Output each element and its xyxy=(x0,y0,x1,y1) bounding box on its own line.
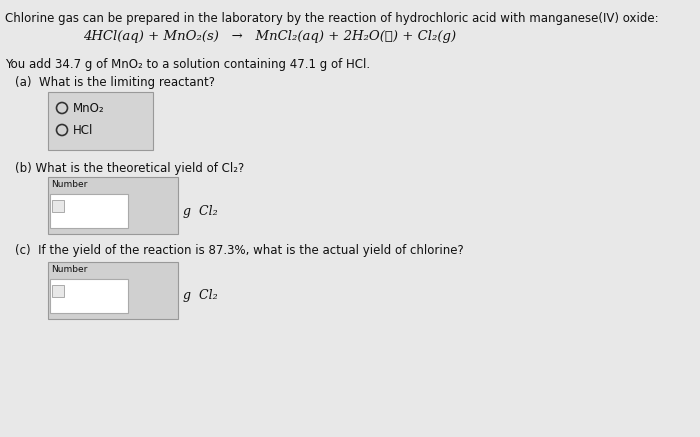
Text: (a)  What is the limiting reactant?: (a) What is the limiting reactant? xyxy=(15,76,215,89)
FancyBboxPatch shape xyxy=(48,262,178,319)
FancyBboxPatch shape xyxy=(52,285,64,297)
FancyBboxPatch shape xyxy=(52,200,64,212)
Text: HCl: HCl xyxy=(73,124,93,136)
Text: g  Cl₂: g Cl₂ xyxy=(183,205,218,218)
FancyBboxPatch shape xyxy=(50,279,128,313)
Text: 4HCl(aq) + MnO₂(s)   →   MnCl₂(aq) + 2H₂O(ℓ) + Cl₂(g): 4HCl(aq) + MnO₂(s) → MnCl₂(aq) + 2H₂O(ℓ)… xyxy=(83,30,456,43)
Text: g  Cl₂: g Cl₂ xyxy=(183,289,218,302)
Text: (c)  If the yield of the reaction is 87.3%, what is the actual yield of chlorine: (c) If the yield of the reaction is 87.3… xyxy=(15,244,463,257)
Text: Chlorine gas can be prepared in the laboratory by the reaction of hydrochloric a: Chlorine gas can be prepared in the labo… xyxy=(5,12,659,25)
Text: MnO₂: MnO₂ xyxy=(73,101,104,114)
FancyBboxPatch shape xyxy=(48,92,153,150)
FancyBboxPatch shape xyxy=(50,194,128,228)
Text: (b) What is the theoretical yield of Cl₂?: (b) What is the theoretical yield of Cl₂… xyxy=(15,162,244,175)
Text: You add 34.7 g of MnO₂ to a solution containing 47.1 g of HCl.: You add 34.7 g of MnO₂ to a solution con… xyxy=(5,58,370,71)
Text: Number: Number xyxy=(51,265,88,274)
Text: Number: Number xyxy=(51,180,88,189)
FancyBboxPatch shape xyxy=(48,177,178,234)
